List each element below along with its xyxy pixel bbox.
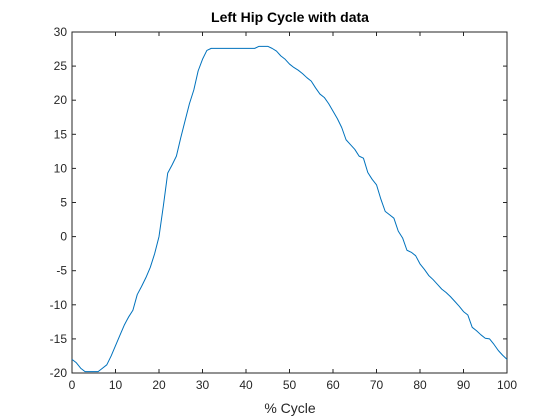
y-tick-label: -5 — [56, 264, 67, 278]
x-tick-label: 70 — [370, 378, 384, 392]
x-tick-label: 100 — [497, 378, 517, 392]
chart-title: Left Hip Cycle with data — [211, 9, 369, 25]
y-tick-label: -10 — [50, 298, 68, 312]
x-tick-label: 40 — [239, 378, 253, 392]
plot-area: 0 10 20 30 40 50 60 70 80 90 100 -20 -15 -10 -5 0 5 10 15 2… — [50, 25, 518, 392]
y-tick-label: 0 — [60, 230, 67, 244]
x-tick-label: 30 — [196, 378, 210, 392]
x-tick-label: 50 — [283, 378, 297, 392]
y-tick-label: -15 — [50, 332, 68, 346]
x-tick-label: 10 — [109, 378, 123, 392]
y-tick-label: 5 — [60, 196, 67, 210]
y-tick-label: 15 — [54, 127, 68, 141]
x-tick-label: 80 — [413, 378, 427, 392]
y-tick-label: 25 — [54, 59, 68, 73]
y-tick-label: 10 — [54, 161, 68, 175]
x-tick-label: 0 — [69, 378, 76, 392]
x-tick-label: 90 — [457, 378, 471, 392]
y-tick-label: 20 — [54, 93, 68, 107]
x-axis-label: % Cycle — [264, 400, 316, 416]
x-tick-label: 20 — [152, 378, 166, 392]
y-tick-label: -20 — [50, 366, 68, 380]
x-tick-label: 60 — [326, 378, 340, 392]
series-line — [71, 45, 508, 373]
y-tick-label: 30 — [54, 25, 68, 39]
